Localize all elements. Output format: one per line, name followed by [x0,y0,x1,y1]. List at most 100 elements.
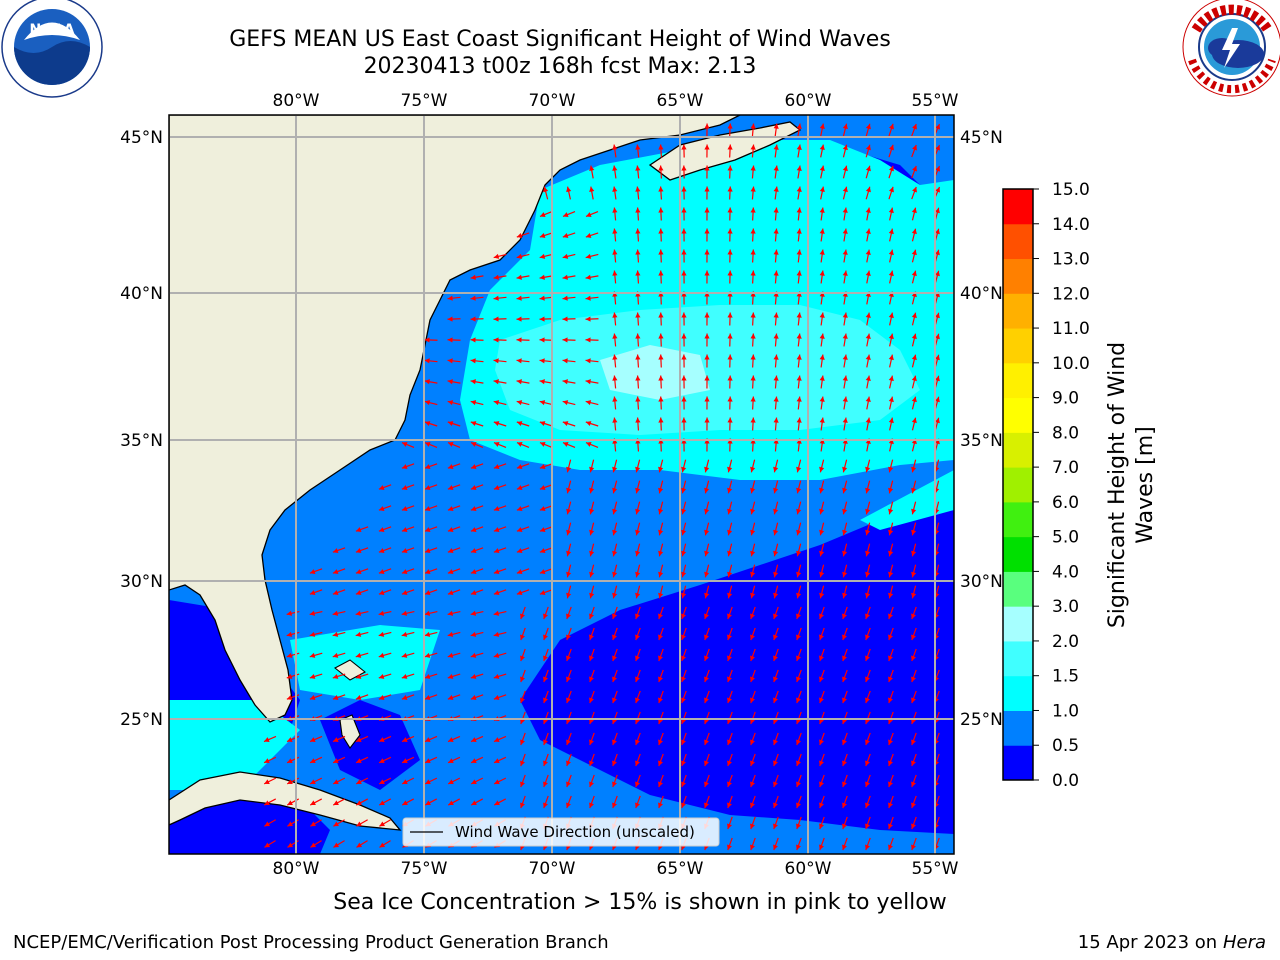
wind-wave-arrowhead [543,802,548,809]
wind-wave-arrowhead [658,613,663,620]
wind-wave-arrowhead [819,760,824,767]
wind-wave-arrowhead [750,165,756,171]
wind-wave-arrowhead [309,569,316,574]
colorbar-tick-label: 0.0 [1052,771,1079,791]
wind-wave-arrowhead [309,673,316,679]
wind-wave-arrowhead [727,529,733,536]
wind-wave-arrowhead [566,186,572,193]
wind-wave-arrowhead [935,145,940,151]
wind-wave-arrowhead [750,333,756,339]
wind-wave-arrowhead [470,610,477,616]
wind-wave-arrowhead [842,844,847,851]
wind-wave-arrowhead [773,823,778,830]
wind-wave-arrowhead [310,821,316,827]
wind-wave-arrowhead [612,676,617,683]
wind-wave-arrowhead [727,739,732,746]
wind-wave-arrowhead [447,485,454,490]
colorbar-tick-label: 14.0 [1052,215,1090,235]
wind-wave-arrowhead [773,655,778,662]
wind-wave-arrowhead [566,676,571,683]
wind-wave-arrowhead [888,466,894,473]
wind-wave-arrowhead [727,466,733,473]
wind-wave-arrowhead [865,270,871,277]
wind-wave-arrowhead [612,333,618,339]
wind-wave-arrowhead [750,228,756,234]
wind-wave-arrowhead [773,207,779,213]
wind-wave-arrowhead [333,737,339,742]
wind-wave-arrowhead [842,823,847,830]
wind-wave-arrowhead [635,760,640,767]
wind-wave-arrowhead [516,232,523,238]
wind-wave-arrowhead [888,739,893,746]
wind-wave-arrowhead [681,781,686,788]
wind-wave-arrowhead [493,274,499,280]
wind-wave-arrowhead [727,571,733,578]
wind-wave-arrowhead [773,781,778,788]
wind-wave-arrowhead [819,438,825,444]
wind-wave-arrowhead [819,823,824,830]
wind-wave-arrowhead [658,781,663,788]
colorbar-swatch [1003,293,1033,329]
wind-wave-arrowhead [424,337,430,343]
wind-wave-arrowhead [842,186,848,193]
wind-wave-arrowhead [796,697,801,704]
wind-wave-arrowhead [888,396,894,403]
wind-wave-arrowhead [516,421,523,427]
wind-wave-arrowhead [470,569,477,574]
wind-wave-arrowhead [356,758,362,763]
wind-wave-arrowhead [911,781,916,788]
wind-wave-arrowhead [401,610,408,616]
wind-wave-arrowhead [539,590,546,595]
wind-wave-arrowhead [612,802,617,809]
wind-wave-arrowhead [355,673,362,679]
colorbar-swatch [1003,501,1033,538]
wind-wave-arrowhead [379,821,385,827]
wind-wave-arrowhead [612,550,618,557]
wind-wave-arrowhead [493,610,500,616]
wind-wave-arrowhead [333,758,339,763]
wind-wave-arrowhead [332,631,339,637]
wind-wave-arrowhead [635,228,641,234]
colorbar-swatch [1003,571,1033,607]
wind-wave-arrowhead [773,228,779,234]
wind-wave-arrowhead [935,124,940,130]
wind-wave-arrowhead [796,634,801,641]
wind-wave-arrowhead [355,527,362,532]
colorbar-tick-label: 9.0 [1052,389,1079,409]
wind-wave-arrowhead [865,417,871,424]
lon-tick-label-top: 80°W [273,91,320,111]
wind-wave-arrowhead [401,631,408,637]
wind-wave-arrowhead [704,375,710,381]
wind-wave-arrowhead [704,207,710,213]
wind-wave-arrowhead [470,464,477,469]
wind-wave-arrowhead [727,676,732,683]
wind-wave-arrowhead [865,634,870,641]
wind-wave-arrowhead [585,400,592,406]
wind-wave-arrowhead [865,249,871,256]
wind-wave-arrowhead [589,781,594,788]
wind-wave-arrowhead [842,438,848,444]
wind-wave-arrowhead [635,312,641,318]
wind-wave-arrowhead [819,781,824,788]
wind-wave-arrowhead [612,655,617,662]
wind-wave-arrowhead [704,396,710,402]
wind-wave-arrowhead [773,333,779,339]
wind-wave-arrowhead [865,396,871,403]
wind-wave-arrowhead [516,379,522,385]
wind-wave-arrowhead [819,270,825,276]
wind-wave-arrowhead [401,464,408,469]
wind-wave-arrowhead [704,781,709,788]
wind-wave-arrowhead [750,438,756,444]
wind-wave-arrowhead [819,333,825,339]
wind-wave-arrowhead [332,569,339,574]
wind-wave-arrowhead [470,506,477,511]
wind-wave-arrowhead [287,779,293,784]
colorbar-tick-label: 1.0 [1052,701,1079,721]
wind-wave-arrowhead [842,270,848,276]
wind-wave-arrowhead [493,379,499,385]
wind-wave-arrowhead [516,590,523,595]
wind-wave-arrowhead [681,396,687,402]
wind-wave-arrowhead [681,739,686,746]
wind-wave-arrowhead [401,695,408,700]
wind-wave-arrowhead [562,337,568,343]
